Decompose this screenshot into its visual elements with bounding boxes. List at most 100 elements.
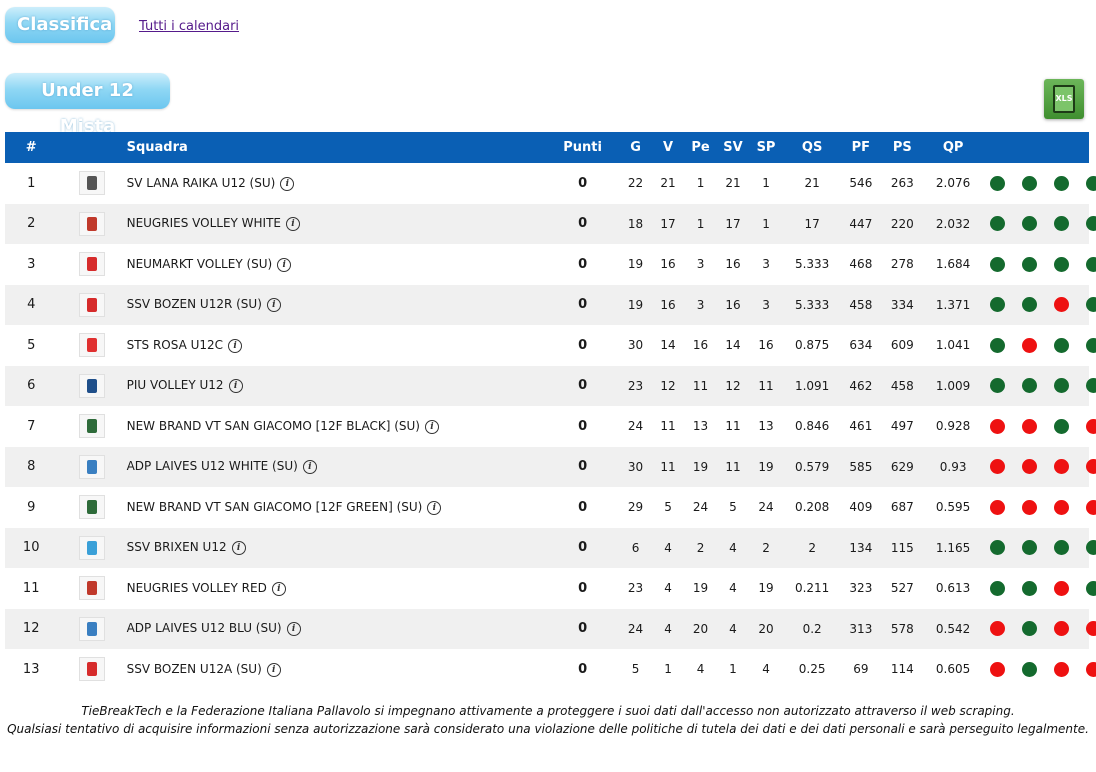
sp-cell: 11 <box>758 378 774 393</box>
info-circle-icon[interactable]: i <box>427 500 442 515</box>
table-row[interactable]: 9 NEW BRAND VT SAN GIACOMO [12F GREEN] (S… <box>5 487 1096 528</box>
qp-cell: 0.613 <box>935 581 971 596</box>
table-row[interactable]: 2 NEUGRIES VOLLEY WHITE i 0 18 17 1 17 1 17 447 220… <box>5 203 1096 244</box>
win-dot <box>990 337 1006 353</box>
info-circle-icon[interactable]: i <box>302 460 317 475</box>
sp-cell: 19 <box>758 459 774 474</box>
team-name[interactable]: SSV BOZEN U12R (SU) <box>126 297 262 312</box>
table-row[interactable]: 12 ADP LAIVES U12 BLU (SU) i 0 24 4 20 4 20 0.2 31… <box>5 608 1096 649</box>
team-cell: ADP LAIVES U12 WHITE (SU) i <box>127 447 546 488</box>
team-cell: NEW BRAND VT SAN GIACOMO [12F BLACK] (SU… <box>127 406 546 447</box>
recent-form-cell <box>982 285 1096 326</box>
qp-cell: 0.928 <box>935 419 971 434</box>
punti-cell: 0 <box>578 378 588 394</box>
info-circle-icon[interactable]: i <box>280 176 295 191</box>
table-row[interactable]: 11 NEUGRIES VOLLEY RED i 0 23 4 19 4 19 0.211 323 5… <box>5 568 1096 609</box>
sv-cell: 11 <box>725 419 741 434</box>
loss-dot <box>1054 297 1070 313</box>
rank-cell: 2 <box>27 216 36 232</box>
team-name[interactable]: STS ROSA U12C <box>126 337 224 352</box>
footer-line-1: TieBreakTech e la Federazione Italiana P… <box>81 704 1015 718</box>
win-dot <box>990 540 1006 556</box>
rank-cell: 10 <box>22 540 40 556</box>
punti-cell: 0 <box>578 297 588 313</box>
info-circle-icon[interactable]: i <box>271 581 286 596</box>
table-row[interactable]: 7 NEW BRAND VT SAN GIACOMO [12F BLACK] (S… <box>5 406 1096 447</box>
info-circle-icon[interactable]: i <box>228 338 243 353</box>
xls-export-button[interactable]: XLS <box>1044 79 1084 119</box>
team-name[interactable]: ADP LAIVES U12 WHITE (SU) <box>126 459 298 474</box>
table-row[interactable]: 10 SSV BRIXEN U12 i 0 6 4 2 4 2 2 134 115 1.165 <box>5 527 1096 568</box>
excel-file-icon: XLS <box>1053 85 1075 113</box>
table-row[interactable]: 1 SV LANA RAIKA U12 (SU) i 0 22 21 1 21 1 21 546 26… <box>5 163 1096 204</box>
g-cell: 6 <box>631 540 640 555</box>
sp-cell: 20 <box>758 621 774 636</box>
table-row[interactable]: 8 ADP LAIVES U12 WHITE (SU) i 0 30 11 19 11 19 0.… <box>5 446 1096 488</box>
sv-cell: 4 <box>729 581 737 596</box>
info-circle-icon[interactable]: i <box>266 662 281 677</box>
ps-cell: 687 <box>890 500 914 515</box>
team-name[interactable]: NEW BRAND VT SAN GIACOMO [12F BLACK] (SU… <box>126 418 420 433</box>
qs-cell: 5.333 <box>794 257 830 272</box>
team-name[interactable]: SSV BRIXEN U12 <box>126 540 227 555</box>
team-logo-cell <box>57 325 126 366</box>
sv-cell: 1 <box>729 662 737 677</box>
table-row[interactable]: 3 NEUMARKT VOLLEY (SU) i 0 19 16 3 16 3 5.333 468 2… <box>5 244 1096 285</box>
team-name[interactable]: ADP LAIVES U12 BLU (SU) <box>126 621 282 636</box>
punti-cell: 0 <box>578 216 588 232</box>
info-circle-icon[interactable]: i <box>228 379 243 394</box>
info-circle-icon[interactable]: i <box>425 419 439 434</box>
recent-form-cell <box>982 406 1096 447</box>
loss-dot <box>990 499 1006 515</box>
table-row[interactable]: 13 SSV BOZEN U12A (SU) i 0 5 1 4 1 4 0.25 69 114 0.6… <box>5 649 1096 690</box>
win-dot <box>990 378 1006 394</box>
loss-dot <box>990 661 1006 677</box>
team-name[interactable]: NEUMARKT VOLLEY (SU) <box>126 256 273 271</box>
team-logo-mark <box>87 297 97 312</box>
info-circle-icon[interactable]: i <box>277 257 292 272</box>
info-circle-icon[interactable]: i <box>266 298 281 313</box>
pe-cell: 24 <box>692 500 709 515</box>
pe-cell: 1 <box>696 216 705 231</box>
info-circle-icon[interactable]: i <box>286 217 301 232</box>
team-cell: STS ROSA U12C i <box>127 325 546 366</box>
g-cell: 23 <box>627 581 644 596</box>
pe-cell: 13 <box>692 419 709 434</box>
win-dot <box>990 256 1006 272</box>
table-row[interactable]: 4 SSV BOZEN U12R (SU) i 0 19 16 3 16 3 5.333 458 33… <box>5 284 1096 326</box>
win-dot <box>1086 175 1096 191</box>
all-calendars-link[interactable]: Tutti i calendari <box>139 19 240 34</box>
g-cell: 30 <box>627 459 644 474</box>
team-cell: SV LANA RAIKA U12 (SU) i <box>127 163 546 204</box>
classifica-button[interactable]: Classifica <box>5 7 115 43</box>
col-header-pe: Pe <box>691 140 710 155</box>
col-header-qs: QS <box>801 140 823 155</box>
qs-cell: 0.25 <box>798 662 826 677</box>
win-dot <box>1054 216 1070 232</box>
team-logo-mark <box>87 216 97 231</box>
col-header-pf: PF <box>851 140 871 155</box>
team-logo <box>79 333 105 358</box>
team-name[interactable]: SSV BOZEN U12A (SU) <box>126 661 262 676</box>
team-name[interactable]: SV LANA RAIKA U12 (SU) <box>126 175 276 190</box>
team-name[interactable]: PIU VOLLEY U12 <box>126 378 224 393</box>
sv-cell: 21 <box>725 176 741 191</box>
table-row[interactable]: 6 PIU VOLLEY U12 i 0 23 12 11 12 11 1.091 462 458 1.… <box>5 365 1096 406</box>
qs-cell: 21 <box>804 176 820 191</box>
info-circle-icon[interactable]: i <box>231 541 246 556</box>
team-name[interactable]: NEUGRIES VOLLEY WHITE <box>126 216 282 231</box>
ps-cell: 578 <box>890 621 914 636</box>
team-name[interactable]: NEUGRIES VOLLEY RED <box>126 580 267 595</box>
pf-cell: 409 <box>849 500 873 515</box>
team-logo <box>79 373 105 398</box>
table-row[interactable]: 5 STS ROSA U12C i 0 30 14 16 14 16 0.875 634 609 1.0… <box>5 325 1096 366</box>
team-name[interactable]: NEW BRAND VT SAN GIACOMO [12F GREEN] (SU… <box>126 499 423 514</box>
recent-form-cell <box>982 568 1096 609</box>
info-circle-icon[interactable]: i <box>286 622 301 637</box>
win-dot <box>1022 580 1038 596</box>
v-cell: 11 <box>660 419 676 434</box>
col-header-rank: # <box>25 140 37 155</box>
rank-cell: 6 <box>27 378 36 394</box>
ps-cell: 278 <box>890 257 914 272</box>
team-logo-mark <box>87 176 97 191</box>
